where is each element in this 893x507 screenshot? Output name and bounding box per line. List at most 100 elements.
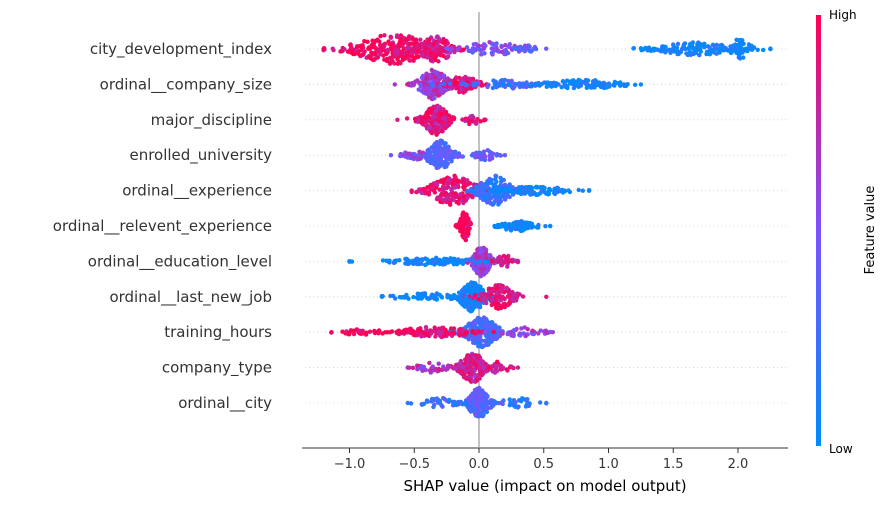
shap-dot: [567, 189, 573, 195]
shap-dot: [387, 61, 393, 66]
shap-dot: [396, 328, 401, 333]
shap-dot: [476, 400, 481, 405]
shap-dot: [645, 48, 650, 53]
shap-dot: [464, 295, 469, 300]
shap-dot: [456, 257, 461, 262]
shap-dot: [604, 85, 609, 90]
shap-dot: [515, 365, 521, 370]
shap-dot: [436, 165, 441, 170]
shap-dot: [521, 221, 526, 226]
shap-dot: [527, 48, 532, 53]
shap-dot: [431, 105, 437, 110]
shap-dot: [396, 44, 402, 50]
shap-dot: [432, 325, 437, 330]
shap-dot: [457, 45, 462, 50]
shap-dot: [392, 54, 397, 59]
shap-dot: [440, 404, 445, 409]
shap-dot: [729, 45, 734, 50]
shap-dot: [544, 330, 549, 335]
shap-dot: [539, 189, 544, 194]
shap-dot: [352, 51, 358, 57]
shap-dot: [380, 258, 386, 263]
shap-dot: [465, 178, 470, 183]
shap-dot: [632, 82, 638, 88]
shap-dot: [473, 320, 478, 325]
shap-dot: [475, 247, 480, 252]
shap-dot: [551, 80, 556, 86]
shap-dot: [461, 47, 466, 52]
shap-dot: [670, 47, 675, 52]
shap-dot: [433, 54, 438, 59]
shap-dot: [427, 110, 433, 115]
shap-dot: [506, 293, 512, 299]
shap-dot: [440, 123, 445, 128]
shap-dot: [464, 257, 470, 262]
shap-dot: [519, 326, 524, 331]
shap-dot: [362, 49, 367, 55]
shap-dot: [544, 294, 549, 299]
shap-dot: [488, 405, 494, 410]
shap-dot: [427, 360, 432, 366]
shap-dot: [412, 47, 417, 52]
shap-dot: [488, 155, 493, 160]
shap-dot: [460, 178, 465, 183]
shap-dot: [453, 223, 458, 229]
feature-label-enrolled_university: enrolled_university: [129, 146, 272, 165]
shap-dot: [514, 295, 520, 300]
shap-dot: [491, 201, 496, 206]
shap-dot: [424, 398, 430, 403]
shap-dot: [631, 46, 636, 51]
shap-dot: [473, 253, 479, 259]
shap-dot: [546, 188, 551, 194]
shap-dot: [452, 78, 458, 83]
shap-dot: [468, 114, 473, 119]
shap-dot: [360, 52, 365, 58]
shap-dot: [494, 368, 500, 374]
shap-dot: [450, 260, 456, 265]
shap-dot: [501, 82, 506, 87]
shap-dot: [415, 44, 420, 49]
shap-dot: [364, 330, 369, 335]
shap-dot: [424, 122, 429, 127]
shap-dot: [474, 329, 479, 334]
shap-dot: [504, 259, 509, 264]
shap-dot: [481, 190, 486, 195]
feature-label-ordinal__experience: ordinal__experience: [122, 182, 272, 201]
shap-dot: [398, 61, 403, 66]
shap-dot: [571, 85, 577, 91]
shap-dot: [690, 40, 696, 45]
shap-dot: [732, 48, 738, 53]
shap-dot: [451, 256, 456, 262]
shap-dot: [441, 257, 447, 263]
shap-dot: [481, 42, 487, 47]
shap-dot: [456, 201, 461, 206]
shap-dot: [432, 96, 437, 101]
shap-dot: [400, 43, 405, 48]
shap-dot: [490, 297, 495, 302]
shap-dot: [482, 51, 487, 56]
shap-dot: [424, 191, 429, 196]
shap-dot: [479, 272, 484, 277]
shap-dot: [427, 125, 433, 130]
shap-dot: [391, 293, 396, 299]
feature-label-ordinal__last_new_job: ordinal__last_new_job: [109, 288, 272, 307]
shap-dot: [466, 304, 471, 309]
shap-dot: [430, 47, 436, 52]
shap-dot: [443, 115, 448, 121]
shap-dot: [501, 193, 506, 198]
shap-dot: [479, 157, 484, 162]
x-tick-label: 0.0: [469, 457, 490, 472]
shap-dot: [469, 283, 474, 289]
shap-dot: [455, 260, 460, 266]
shap-dot: [405, 151, 410, 156]
shap-dot: [446, 177, 451, 182]
shap-dot: [437, 187, 442, 192]
shap-dot: [441, 364, 446, 369]
shap-dot: [397, 258, 402, 263]
shap-dot: [465, 192, 470, 197]
shap-dot: [395, 57, 400, 62]
shap-dot: [499, 262, 504, 268]
shap-dot: [481, 149, 487, 154]
shap-dot: [618, 80, 623, 85]
shap-dot: [430, 364, 435, 369]
